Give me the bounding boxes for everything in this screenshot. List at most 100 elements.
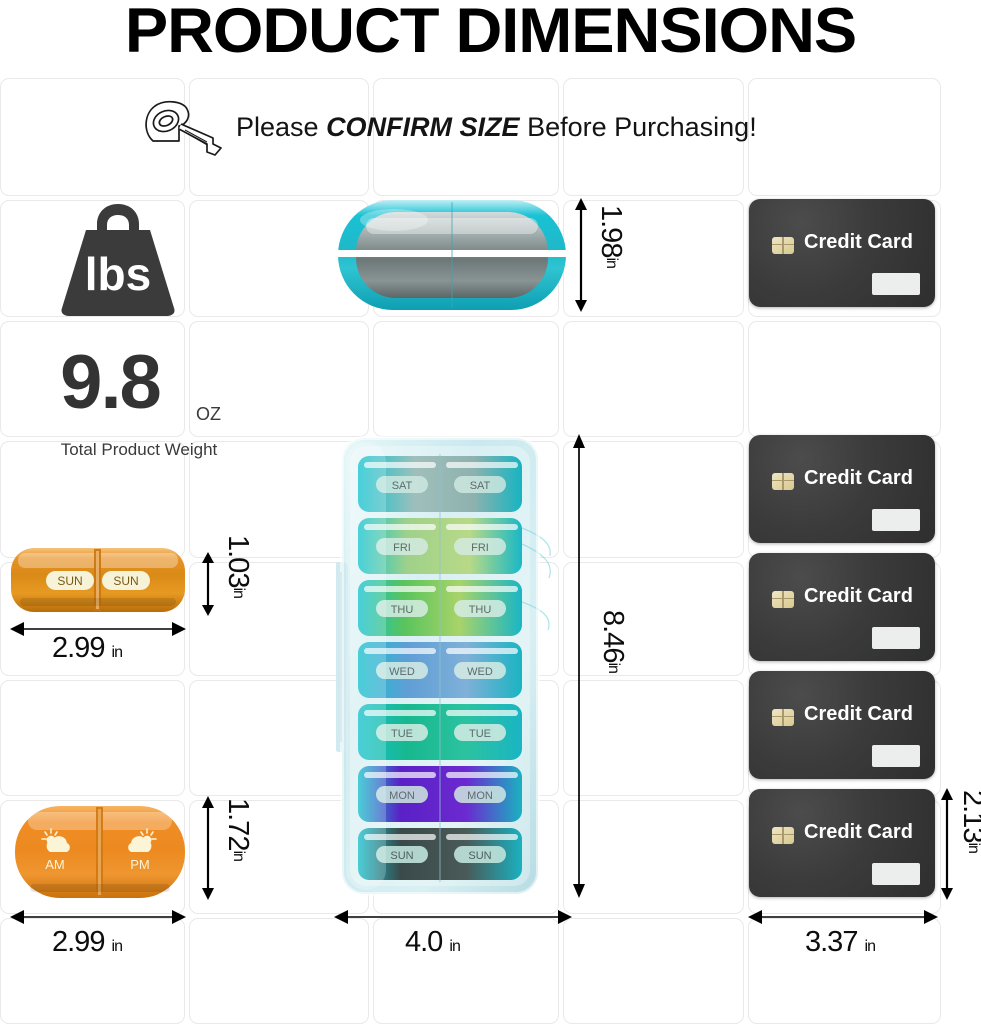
grid-cell [748,918,941,1024]
grid-cell [373,321,559,437]
grid-cell [189,918,369,1024]
grid-cell [373,78,559,196]
grid-cell [563,680,744,796]
dimension-value-40: 4.0 [405,926,443,958]
dimension-label-198: 1.98in [594,205,627,268]
card-strip [872,627,920,649]
dimension-value-103: 1.03 [222,535,254,588]
dimension-value-213: 2.13 [957,790,981,843]
grid-cell [189,441,369,558]
chip-icon [772,827,794,844]
dimension-label-299-lower: 2.99 in [52,926,123,959]
grid-cell [0,680,185,796]
weight-icon-label: lbs [85,248,151,300]
card-strip [872,509,920,531]
seven-day-pill-organizer: SAT SAT FRI FRI THU THU [336,436,551,896]
dimension-arrow-vertical-198 [575,198,587,312]
page-title: PRODUCT DIMENSIONS [124,0,857,66]
grid-cell [748,78,941,196]
chip-icon [772,709,794,726]
dimension-arrow-horizontal-299-upper [10,622,186,636]
card-strip [872,863,920,885]
chip-icon [772,473,794,490]
svg-text:SUN: SUN [390,850,413,862]
svg-text:SAT: SAT [392,480,413,492]
grid-cell [189,321,369,437]
tape-measure-icon [145,100,222,156]
dimension-unit-846: in [605,662,622,673]
svg-text:WED: WED [389,666,415,678]
dimension-value-198: 1.98 [595,205,627,258]
svg-text:THU: THU [469,604,492,616]
small-pill-case: SUN SUN [11,548,185,612]
dimension-unit-299-lower: in [111,938,123,955]
chip-icon [772,237,794,254]
ampm-label-right: PM [130,857,150,872]
dimension-value-172: 1.72 [222,798,254,851]
am-icon: AM [41,828,70,872]
grid-cell [563,441,744,558]
banner-prefix: Please [236,112,327,142]
grid-cell [563,200,744,317]
weight-icon: lbs [61,204,175,316]
credit-card-label: Credit Card [804,821,913,843]
credit-card: Credit Card [749,553,935,661]
dimension-unit-213: in [965,842,981,853]
credit-card-label: Credit Card [804,703,913,725]
dimension-arrow-vertical-846 [573,434,585,898]
dimension-unit-172: in [230,850,247,861]
svg-text:TUE: TUE [469,728,491,740]
dimension-unit-299-upper: in [111,644,123,661]
grid-cell [0,441,185,558]
banner-suffix: Before Purchasing! [519,112,757,142]
credit-card: Credit Card [749,435,935,543]
closed-case-side-view [336,200,568,310]
weight-value: 9.8 [60,340,162,425]
dimension-label-299-upper: 2.99 in [52,632,123,665]
grid-cell [563,321,744,437]
svg-text:FRI: FRI [471,542,489,554]
grid-cell [563,562,744,676]
svg-text:TUE: TUE [391,728,413,740]
pm-icon: PM [128,828,157,872]
credit-card: Credit Card [749,789,935,897]
weight-unit: OZ [196,404,221,424]
svg-text:SUN: SUN [468,850,491,862]
dimension-label-103: 1.03in [221,535,254,598]
grid-cell [189,78,369,196]
dimension-arrow-vertical-213 [941,788,953,900]
svg-text:SAT: SAT [470,480,491,492]
dimension-arrow-vertical-103 [202,552,214,616]
small-case-label-left: SUN [57,574,82,588]
banner-emphasis: CONFIRM SIZE [326,112,520,142]
card-strip [872,273,920,295]
dimension-unit-337: in [864,938,876,955]
dimension-label-337: 3.37 in [805,926,876,959]
svg-text:WED: WED [467,666,493,678]
svg-text:MON: MON [467,790,493,802]
grid-cell [373,918,559,1024]
svg-text:MON: MON [389,790,415,802]
grid-cell [563,78,744,196]
card-strip [872,745,920,767]
credit-card: Credit Card [749,199,935,307]
dimension-arrow-horizontal-40 [334,910,572,924]
dimension-arrow-horizontal-299-lower [10,910,186,924]
small-case-label-right: SUN [113,574,138,588]
credit-card-label: Credit Card [804,231,913,253]
credit-card-label: Credit Card [804,467,913,489]
credit-card: Credit Card [749,671,935,779]
grid-cell [563,918,744,1024]
dimension-value-299-upper: 2.99 [52,632,105,664]
grid-cell [748,321,941,437]
dimension-label-172: 1.72in [221,798,254,861]
grid-cell [0,918,185,1024]
dimension-value-299-lower: 2.99 [52,926,105,958]
dimension-value-846: 8.46 [597,610,629,663]
svg-text:FRI: FRI [393,542,411,554]
dimension-unit-40: in [449,938,460,955]
credit-card-label: Credit Card [804,585,913,607]
confirm-size-banner: Please CONFIRM SIZE Before Purchasing! [236,112,757,143]
svg-text:THU: THU [391,604,414,616]
